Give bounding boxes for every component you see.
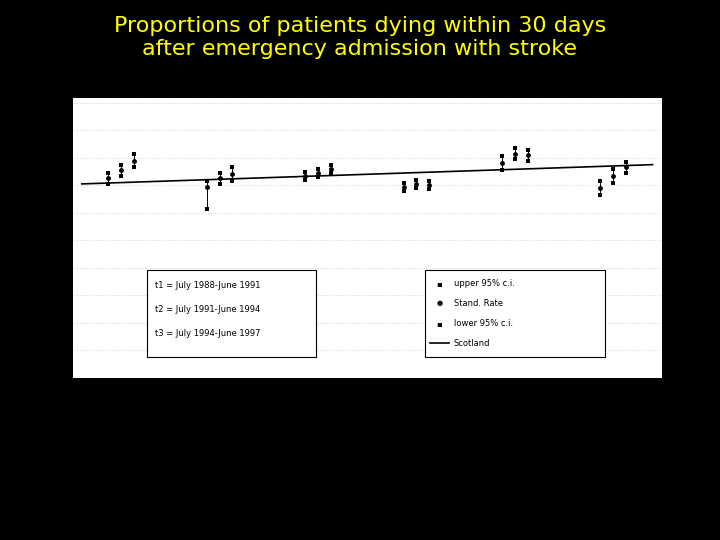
Text: t1 = July 1988-June 1991: t1 = July 1988-June 1991 xyxy=(155,281,260,290)
Text: ●: ● xyxy=(436,300,442,306)
Text: Western General
Hospitals
NHS Trust: Western General Hospitals NHS Trust xyxy=(483,383,546,413)
Text: Proportions of patients dying within 30 days
after emergency admission with stro: Proportions of patients dying within 30 … xyxy=(114,16,606,59)
Text: Royal Infirmary
of Edinburgh
NHS Trust: Royal Infirmary of Edinburgh NHS Trust xyxy=(387,383,446,413)
Text: Aberdeen Royal
Hospitals
NHS Trust: Aberdeen Royal Hospitals NHS Trust xyxy=(288,383,348,413)
Text: Stand. Rate: Stand. Rate xyxy=(454,299,503,308)
Text: ▪: ▪ xyxy=(436,279,442,288)
Text: Scotland: Scotland xyxy=(454,339,490,348)
Text: upper 95% c.i.: upper 95% c.i. xyxy=(454,279,515,288)
Y-axis label: Per cent: Per cent xyxy=(29,220,37,255)
Text: ▪: ▪ xyxy=(436,319,442,328)
Text: lower 95% c.i.: lower 95% c.i. xyxy=(454,319,513,328)
Text: West Glasgow
Hospitals
University
NHS Trust: West Glasgow Hospitals University NHS Tr… xyxy=(94,383,148,423)
Text: Glasgow Royal
Infirmary
University
NHS Trust: Glasgow Royal Infirmary University NHS T… xyxy=(192,383,248,423)
Text: t3 = July 1994-June 1997: t3 = July 1994-June 1997 xyxy=(155,329,260,338)
Text: WARNING :  This information is provisional and should be treated in confidence: WARNING : This information is provisiona… xyxy=(172,523,548,532)
Text: t2 = July 1991-June 1994: t2 = July 1991-June 1994 xyxy=(155,305,260,314)
Text: Dundee Teaching
Hospitals
NHS Trust: Dundee Teaching Hospitals NHS Trust xyxy=(580,383,646,413)
